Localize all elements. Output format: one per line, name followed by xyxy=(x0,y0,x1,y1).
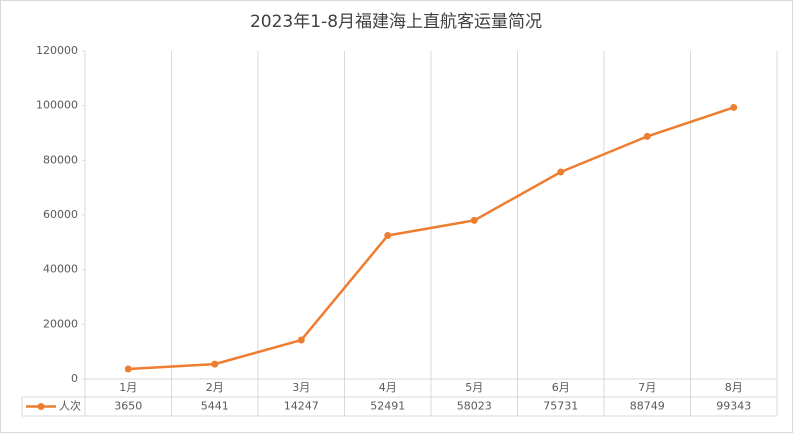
legend-key-marker xyxy=(37,403,45,410)
y-tick-label: 60000 xyxy=(43,208,78,221)
y-tick-label: 120000 xyxy=(36,44,78,57)
data-point xyxy=(297,336,305,344)
x-tick-label: 7月 xyxy=(638,381,656,394)
y-tick-label: 0 xyxy=(71,372,78,385)
table-value: 14247 xyxy=(284,400,319,413)
x-tick-label: 1月 xyxy=(119,381,137,394)
y-tick-label: 80000 xyxy=(43,153,78,166)
y-tick-label: 40000 xyxy=(43,263,78,276)
table-value: 5441 xyxy=(201,400,229,413)
series-line xyxy=(128,106,735,371)
table-value: 3650 xyxy=(114,400,142,413)
x-tick-label: 2月 xyxy=(206,381,224,394)
data-point xyxy=(643,132,651,140)
x-tick-label: 3月 xyxy=(292,381,310,394)
legend-label: 人次 xyxy=(59,399,81,413)
data-point xyxy=(384,232,392,240)
data-point xyxy=(211,360,219,368)
table-value: 58023 xyxy=(457,400,492,413)
data-point xyxy=(557,168,565,176)
x-tick-label: 8月 xyxy=(725,381,743,394)
y-tick-label: 100000 xyxy=(36,99,78,112)
y-tick-label: 20000 xyxy=(43,317,78,330)
table-value: 88749 xyxy=(630,400,665,413)
table-value: 52491 xyxy=(370,400,405,413)
x-tick-label: 4月 xyxy=(379,381,397,394)
chart-title: 2023年1-8月福建海上直航客运量简况 xyxy=(250,12,542,32)
table-value: 99343 xyxy=(716,400,751,413)
data-point xyxy=(730,103,738,111)
x-tick-label: 6月 xyxy=(552,381,570,394)
data-point xyxy=(124,365,132,373)
data-point xyxy=(470,216,478,224)
table-value: 75731 xyxy=(543,400,578,413)
x-tick-label: 5月 xyxy=(465,381,483,394)
